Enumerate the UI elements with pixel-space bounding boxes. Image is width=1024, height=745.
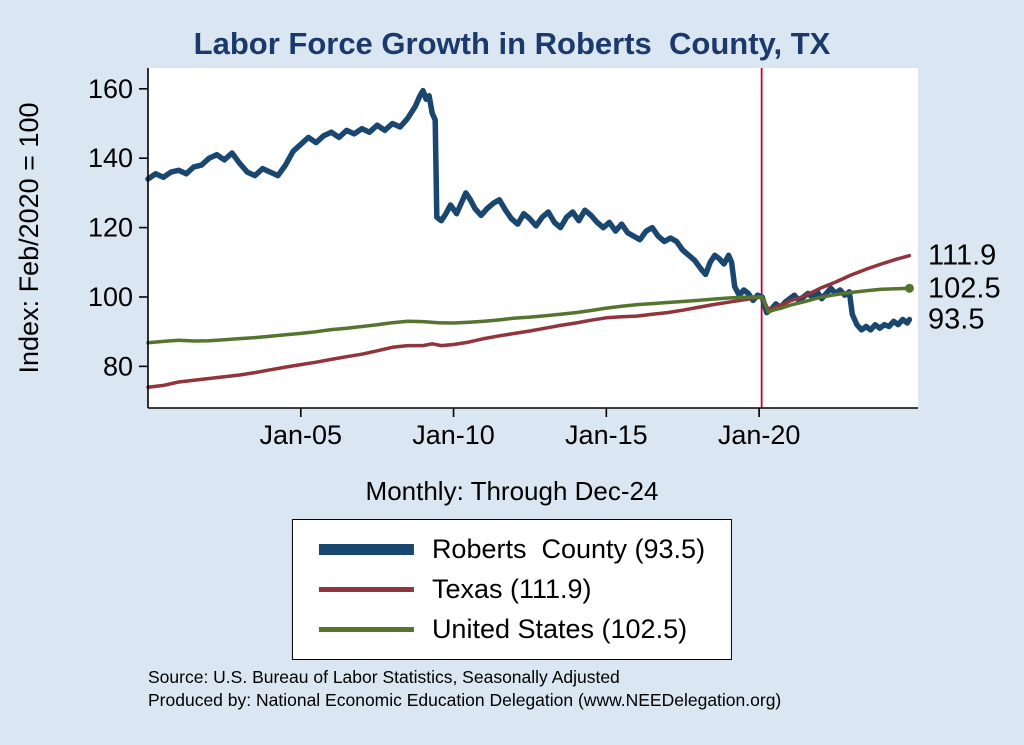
chart-subtitle: Monthly: Through Dec-24: [365, 476, 659, 506]
series-end-dot-2: [904, 283, 914, 293]
end-value-label-0: 93.5: [928, 304, 984, 336]
texas-line-swatch: [318, 587, 414, 592]
end-value-label-1: 111.9: [928, 240, 996, 272]
y-axis-label: Index: Feb/2020 = 100: [14, 103, 44, 374]
chart-legend: Roberts County (93.5) Texas (111.9) Unit…: [291, 519, 733, 660]
x-tick-label: Jan-10: [412, 420, 495, 450]
series-line-0: [145, 87, 913, 333]
chart-canvas: 80 100 120 140 160 Jan-05 Jan-10 Jan-15 Jan-20 93…: [14, 68, 1001, 450]
plot-background: [148, 68, 918, 408]
y-tick-label: 80: [103, 351, 133, 381]
x-tick-label: Jan-05: [259, 420, 342, 450]
x-tick-label: Jan-15: [565, 420, 648, 450]
source-line: Source: U.S. Bureau of Labor Statistics,…: [148, 667, 620, 687]
legend-label-roberts-county: Roberts County (93.5): [431, 534, 706, 564]
series-line-2: [146, 286, 912, 345]
y-tick-label: 100: [88, 282, 133, 312]
y-tick-label: 140: [88, 143, 133, 173]
legend-label-texas: Texas (111.9): [431, 574, 592, 604]
legend-item-texas: Texas (111.9): [318, 574, 705, 605]
end-value-label-2: 102.5: [928, 272, 1001, 304]
series-line-1: [146, 253, 912, 389]
legend-item-united-states: United States (102.5): [318, 614, 705, 645]
y-tick-label: 120: [88, 213, 133, 243]
source-notes: Source: U.S. Bureau of Labor Statistics,…: [148, 666, 781, 712]
x-tick-label: Jan-20: [718, 420, 801, 450]
produced-by-line: Produced by: National Economic Education…: [148, 690, 782, 711]
chart-title: Labor Force Growth in Roberts County, TX: [193, 26, 831, 61]
legend-item-roberts-county: Roberts County (93.5): [318, 534, 706, 565]
united-states-line-swatch: [318, 627, 414, 632]
legend-label-united-states: United States (102.5): [431, 614, 688, 644]
y-tick-label: 160: [88, 74, 133, 104]
roberts-county-line-swatch: [318, 544, 414, 555]
